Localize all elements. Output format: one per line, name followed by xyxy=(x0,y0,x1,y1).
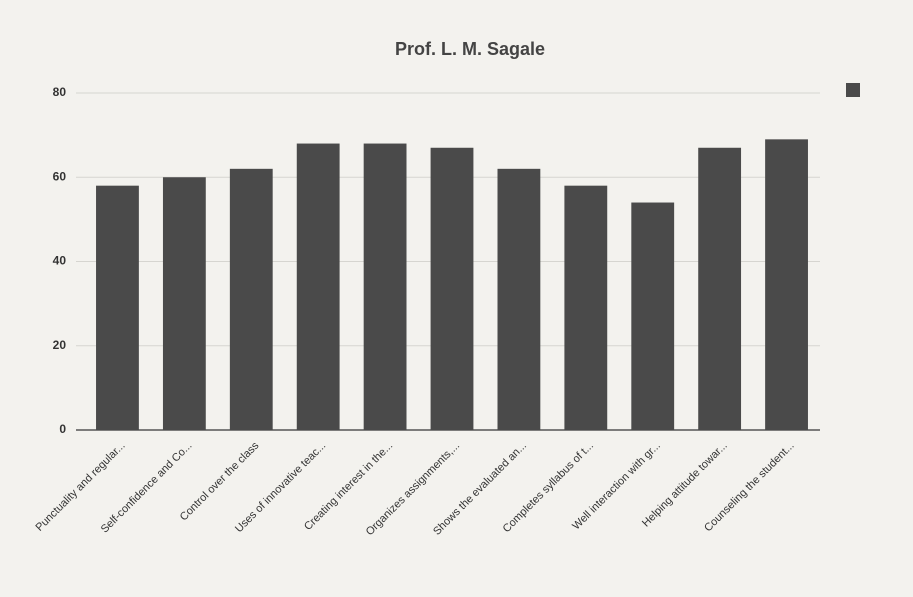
chart-title: Prof. L. M. Sagale xyxy=(395,39,545,59)
y-tick-label: 0 xyxy=(59,422,66,436)
bar xyxy=(430,147,474,430)
bar xyxy=(96,185,139,430)
y-tick-label: 80 xyxy=(53,85,67,99)
bar xyxy=(698,147,742,430)
bar xyxy=(296,143,340,431)
y-tick-label: 60 xyxy=(53,169,67,183)
bar xyxy=(564,185,608,430)
bar xyxy=(497,168,541,430)
legend-swatch xyxy=(846,83,860,97)
bar xyxy=(229,168,273,430)
y-tick-label: 40 xyxy=(53,254,67,268)
bar xyxy=(631,202,675,430)
bar xyxy=(363,143,407,431)
y-tick-label: 20 xyxy=(53,338,67,352)
bar xyxy=(162,177,206,430)
bar xyxy=(765,139,808,430)
